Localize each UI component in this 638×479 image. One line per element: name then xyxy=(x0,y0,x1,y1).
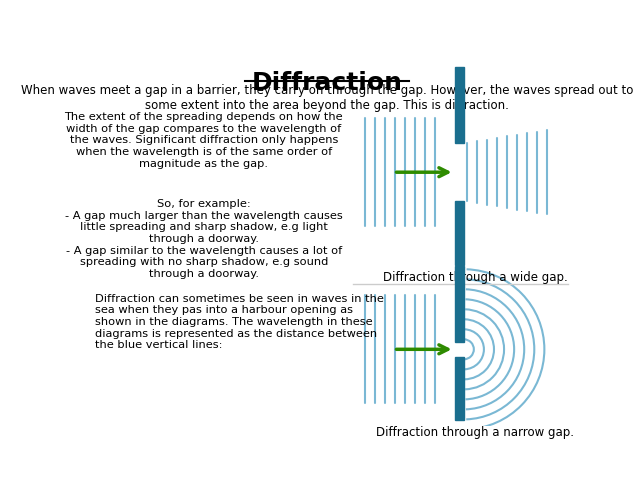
Text: Diffraction can sometimes be seen in waves in the
sea when they pas into a harbo: Diffraction can sometimes be seen in wav… xyxy=(95,294,384,350)
Text: Diffraction through a narrow gap.: Diffraction through a narrow gap. xyxy=(376,426,574,439)
Bar xyxy=(456,266,464,342)
Text: When waves meet a gap in a barrier, they carry on through the gap. However, the : When waves meet a gap in a barrier, they… xyxy=(21,84,633,112)
Text: Diffraction: Diffraction xyxy=(251,70,403,94)
Text: The extent of the spreading depends on how the
width of the gap compares to the : The extent of the spreading depends on h… xyxy=(64,112,343,169)
Bar xyxy=(456,202,464,264)
Bar xyxy=(456,357,464,420)
Text: So, for example:
- A gap much larger than the wavelength causes
little spreading: So, for example: - A gap much larger tha… xyxy=(65,199,343,279)
Bar xyxy=(456,68,464,143)
Text: Diffraction through a wide gap.: Diffraction through a wide gap. xyxy=(383,271,567,284)
